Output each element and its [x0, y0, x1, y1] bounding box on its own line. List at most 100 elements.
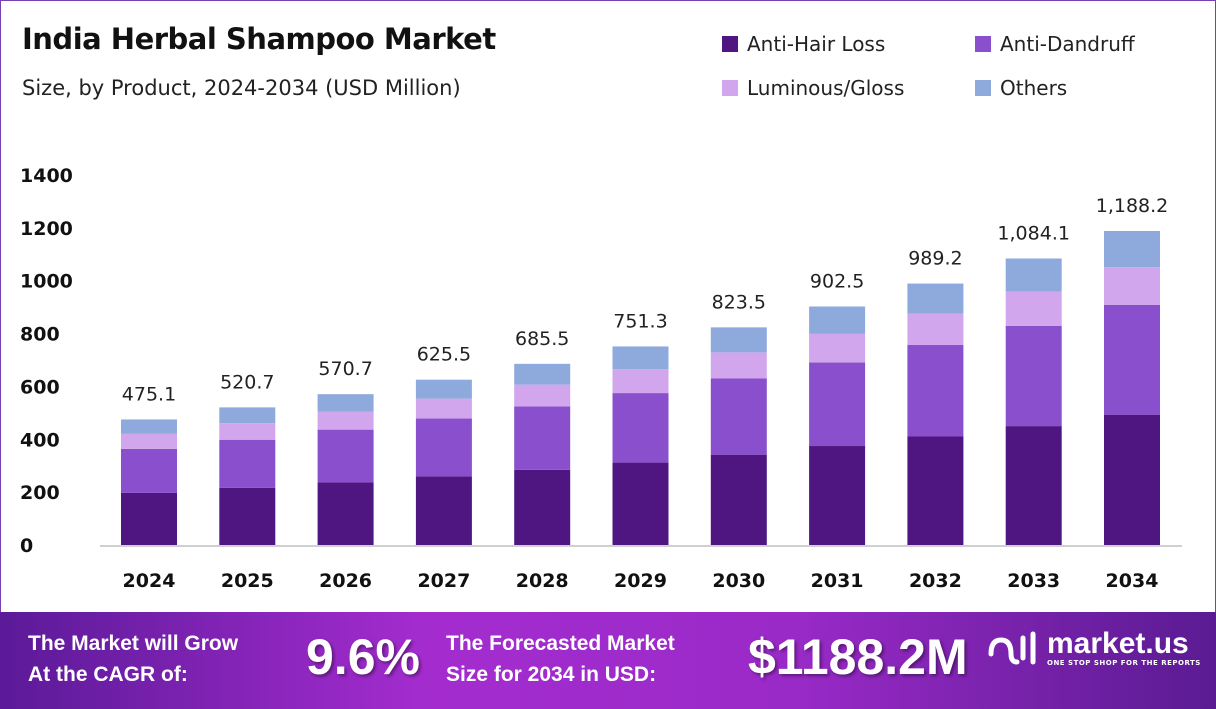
total-label: 475.1	[122, 383, 176, 405]
x-tick-label: 2025	[221, 570, 274, 592]
forecast-label: The Forecasted Market Size for 2034 in U…	[446, 628, 675, 690]
chart-title: India Herbal Shampoo Market	[22, 22, 496, 56]
bar-segment	[907, 345, 964, 437]
forecast-value: $1188.2M	[748, 629, 968, 685]
x-tick-label: 2032	[909, 570, 962, 592]
bar-segment	[121, 492, 177, 545]
legend-label: Others	[1000, 76, 1068, 100]
total-label: 902.5	[810, 270, 864, 292]
bar-segment	[514, 363, 571, 385]
x-tick-label: 2030	[712, 570, 765, 592]
cagr-label: The Market will Grow At the CAGR of:	[28, 628, 238, 690]
logo-name: market.us	[1047, 627, 1189, 660]
bar-segment	[612, 369, 669, 394]
y-tick-label: 1200	[20, 218, 73, 240]
legend-item: Others	[975, 76, 1067, 100]
bar-segment	[809, 446, 866, 545]
bar-segment	[219, 487, 276, 545]
footer-banner: The Market will Grow At the CAGR of: 9.6…	[0, 612, 1216, 709]
bar-segment	[1104, 230, 1160, 268]
bar-segment	[710, 352, 767, 379]
x-tick-label: 2029	[614, 570, 667, 592]
y-tick-label: 200	[20, 482, 60, 504]
legend-item: Luminous/Gloss	[722, 76, 904, 100]
bar-segment	[1005, 325, 1062, 427]
bar-segment	[317, 429, 374, 483]
bar-segment	[907, 313, 964, 346]
x-tick-label: 2027	[417, 570, 470, 592]
x-tick-label: 2031	[811, 570, 864, 592]
legend-label: Anti-Hair Loss	[747, 32, 886, 56]
y-tick-label: 1400	[20, 165, 73, 187]
forecast-label-line2: Size for 2034 in USD:	[446, 663, 657, 686]
x-tick-label: 2028	[516, 570, 569, 592]
y-tick-label: 400	[20, 429, 60, 451]
chart-subtitle: Size, by Product, 2024-2034 (USD Million…	[22, 76, 461, 100]
bar-segment	[121, 433, 177, 449]
bar-segment	[514, 469, 571, 545]
bar-segment	[219, 407, 276, 424]
logo-mark-icon	[988, 631, 1036, 665]
bar-segment	[317, 411, 374, 430]
bar-segment	[415, 398, 472, 419]
legend-label: Anti-Dandruff	[1000, 32, 1135, 56]
bar-segment	[809, 333, 866, 363]
total-label: 823.5	[712, 291, 766, 313]
x-tick-label: 2026	[319, 570, 372, 592]
legend-item: Anti-Dandruff	[975, 32, 1135, 56]
total-label: 989.2	[908, 248, 962, 270]
bar-segment	[710, 327, 767, 353]
bar-segment	[907, 283, 964, 314]
bar-segment	[612, 346, 669, 370]
cagr-label-line2: At the CAGR of:	[28, 663, 188, 686]
market-us-logo: market.us ONE STOP SHOP FOR THE REPORTS	[985, 626, 1201, 670]
x-tick-label: 2034	[1106, 570, 1159, 592]
forecast-label-line1: The Forecasted Market	[446, 632, 675, 655]
x-tick-label: 2024	[123, 570, 176, 592]
logo-tagline: ONE STOP SHOP FOR THE REPORTS	[1047, 659, 1201, 667]
bar-segment	[1104, 304, 1160, 415]
stacked-bar-chart: 0 200 400 600 800 1000 1200 1400 475.1 2024 520.7 2…	[20, 165, 1182, 592]
bar-segment	[121, 448, 177, 493]
bar-segment	[317, 394, 374, 412]
legend-item: Anti-Hair Loss	[722, 32, 885, 56]
bar-segment	[1104, 414, 1160, 545]
bar-segment	[317, 482, 374, 545]
cagr-label-line1: The Market will Grow	[28, 632, 239, 655]
bar-segment	[907, 436, 964, 545]
cagr-value: 9.6%	[306, 629, 420, 685]
bar-segment	[514, 406, 571, 470]
bar-segment	[415, 379, 472, 399]
x-tick-label: 2033	[1007, 570, 1060, 592]
total-label: 625.5	[417, 344, 471, 366]
legend-swatch	[975, 36, 991, 52]
bar-segment	[710, 454, 767, 545]
bar-segment	[121, 419, 177, 434]
legend-swatch	[722, 36, 738, 52]
legend-swatch	[722, 80, 738, 96]
y-tick-label: 0	[20, 535, 33, 557]
legend-label: Luminous/Gloss	[747, 76, 905, 100]
bar-segment	[1005, 426, 1062, 545]
bar-segment	[809, 306, 866, 334]
bar-segment	[219, 423, 276, 440]
bar-segment	[219, 439, 276, 488]
bar-segment	[612, 462, 669, 545]
total-label: 685.5	[515, 328, 569, 350]
bar-segment	[415, 418, 472, 477]
y-tick-label: 1000	[20, 271, 73, 293]
bar-segment	[809, 362, 866, 447]
y-tick-label: 600	[20, 376, 60, 398]
bar-segment	[612, 393, 669, 463]
total-label: 751.3	[613, 310, 667, 332]
total-label: 570.7	[318, 358, 372, 380]
total-label: 1,084.1	[997, 222, 1070, 244]
y-tick-label: 800	[20, 324, 60, 346]
bar-segment	[710, 378, 767, 455]
total-label: 1,188.2	[1096, 195, 1169, 217]
bar-segment	[1104, 267, 1160, 305]
bar-segment	[1005, 258, 1062, 292]
legend-swatch	[975, 80, 991, 96]
bar-segment	[415, 476, 472, 545]
bar-segment	[1005, 291, 1062, 326]
